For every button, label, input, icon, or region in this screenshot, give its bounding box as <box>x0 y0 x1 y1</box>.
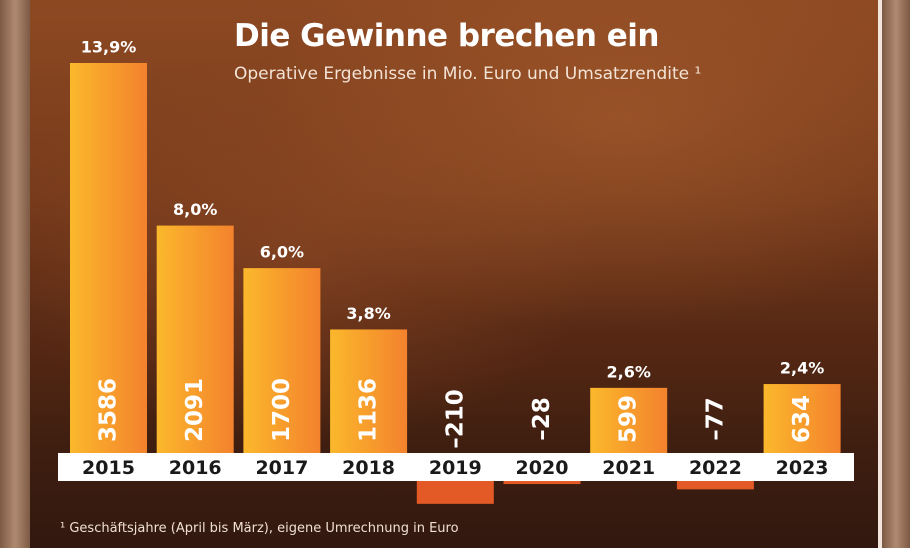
margin-label-2021: 2,6% <box>607 362 651 381</box>
tick-label-2018: 2018 <box>342 457 395 479</box>
tick-label-2022: 2022 <box>689 457 742 479</box>
footnote: ¹ Geschäftsjahre (April bis März), eigen… <box>60 521 459 536</box>
tick-label-2023: 2023 <box>776 457 829 479</box>
value-label-2020: –28 <box>529 397 555 441</box>
chart-subtitle: Operative Ergebnisse in Mio. Euro und Um… <box>234 64 702 84</box>
value-label-2023: 634 <box>789 395 815 443</box>
right-frame <box>882 0 910 548</box>
bar-series <box>70 63 841 504</box>
value-label-2019: –210 <box>442 389 468 449</box>
tick-label-2016: 2016 <box>169 457 222 479</box>
x-axis-band <box>58 453 854 481</box>
bar-2019 <box>416 481 494 504</box>
tick-label-2020: 2020 <box>516 457 569 479</box>
margin-label-2016: 8,0% <box>173 200 217 219</box>
bar-2021 <box>590 387 668 453</box>
bar-2015 <box>70 63 147 453</box>
tick-label-2017: 2017 <box>255 457 308 479</box>
bar-2023 <box>763 384 841 453</box>
tick-label-2015: 2015 <box>82 457 135 479</box>
value-label-2022: –77 <box>702 397 728 441</box>
margin-label-2017: 6,0% <box>260 243 304 262</box>
value-label-2017: 1700 <box>269 378 295 442</box>
margin-label-2023: 2,4% <box>780 359 824 378</box>
bar-2018 <box>330 329 408 453</box>
bar-2022 <box>676 481 754 490</box>
chart-title: Die Gewinne brechen ein <box>234 18 659 54</box>
bar-2016 <box>156 225 234 453</box>
bar-2017 <box>243 268 321 453</box>
value-label-2018: 1136 <box>356 378 382 442</box>
bar-2020 <box>503 481 581 485</box>
data-labels: 3586 13,9% 2091 8,0% 1700 6,0% 1136 3,8% –210 –28… <box>81 38 825 449</box>
left-frame <box>0 0 30 548</box>
margin-label-2015: 13,9% <box>81 38 137 57</box>
frame-divider <box>878 0 882 548</box>
margin-label-2018: 3,8% <box>346 304 390 323</box>
tick-label-2021: 2021 <box>602 457 655 479</box>
tick-label-2019: 2019 <box>429 457 482 479</box>
value-label-2021: 599 <box>616 395 642 443</box>
value-label-2016: 2091 <box>182 378 208 442</box>
x-axis-ticks: 2015 2016 2017 2018 2019 2020 2021 2022 2023 <box>82 457 828 479</box>
value-label-2015: 3586 <box>96 378 122 442</box>
